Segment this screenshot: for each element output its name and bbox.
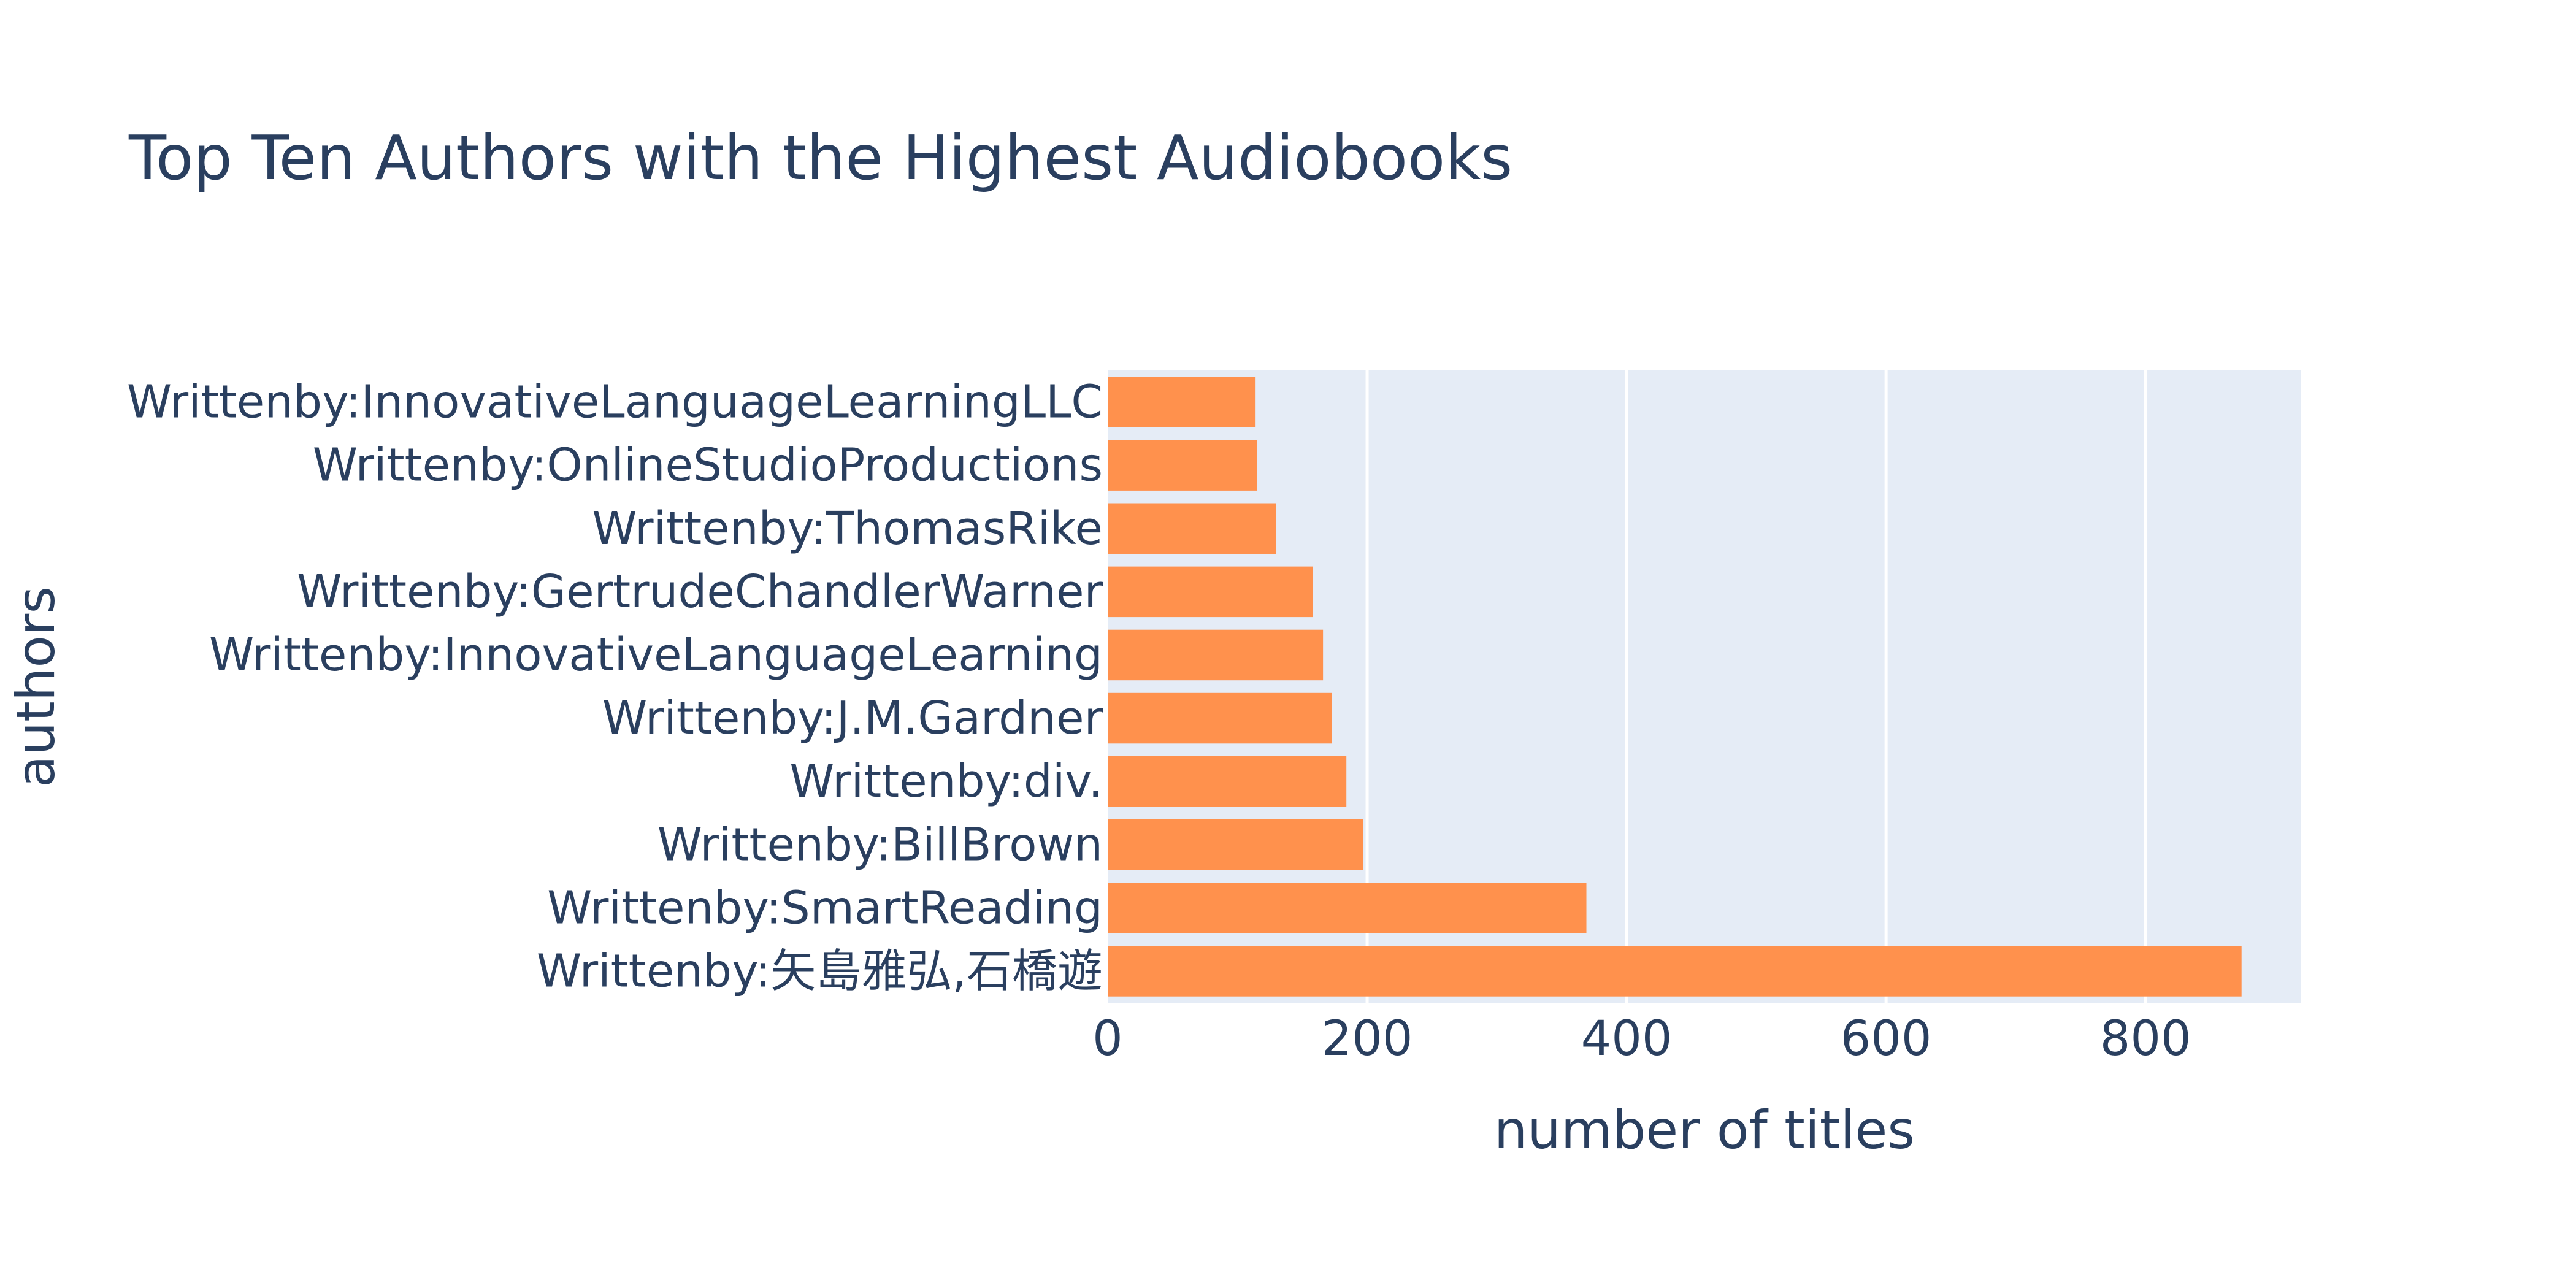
x-tick-label: 600	[1841, 1011, 1932, 1067]
bar	[1108, 819, 1363, 870]
bar	[1108, 440, 1257, 491]
bar	[1108, 756, 1347, 807]
bar	[1108, 503, 1276, 554]
y-tick-label: Writtenby:div.	[789, 755, 1103, 808]
y-tick-label: Writtenby:ThomasRike	[592, 502, 1103, 555]
y-tick-label: Writtenby:InnovativeLanguageLearningLLC	[127, 376, 1103, 429]
x-tick-label: 400	[1581, 1011, 1673, 1067]
x-tick-label: 0	[1092, 1011, 1123, 1067]
chart-title: Top Ten Authors with the Highest Audiobo…	[128, 122, 1512, 194]
x-tick-label: 800	[2100, 1011, 2191, 1067]
bars	[1108, 377, 2242, 997]
x-axis-label: number of titles	[1494, 1100, 1915, 1161]
y-tick-label: Writtenby:J.M.Gardner	[602, 692, 1103, 745]
y-tick-label: Writtenby:GertrudeChandlerWarner	[297, 565, 1103, 618]
y-tick-label: Writtenby:InnovativeLanguageLearning	[209, 629, 1103, 681]
bar	[1108, 692, 1332, 744]
bar	[1108, 377, 1256, 427]
y-tick-label: Writtenby:矢島雅弘,石橋遊	[537, 945, 1103, 997]
y-axis-label: authors	[6, 586, 67, 788]
bar	[1108, 883, 1587, 933]
y-tick-label: Writtenby:OnlineStudioProductions	[313, 439, 1103, 492]
y-tick-label: Writtenby:BillBrown	[657, 818, 1103, 871]
bar	[1108, 629, 1324, 681]
x-axis-tick-labels: 0 200 400 600 800	[1092, 1011, 2191, 1067]
bar	[1108, 566, 1313, 618]
bar	[1108, 946, 2242, 997]
y-tick-label: Writtenby:SmartReading	[547, 881, 1103, 934]
x-tick-label: 200	[1322, 1011, 1413, 1067]
y-axis-tick-labels: Writtenby:矢島雅弘,石橋遊 Writtenby:SmartReading…	[127, 376, 1103, 998]
